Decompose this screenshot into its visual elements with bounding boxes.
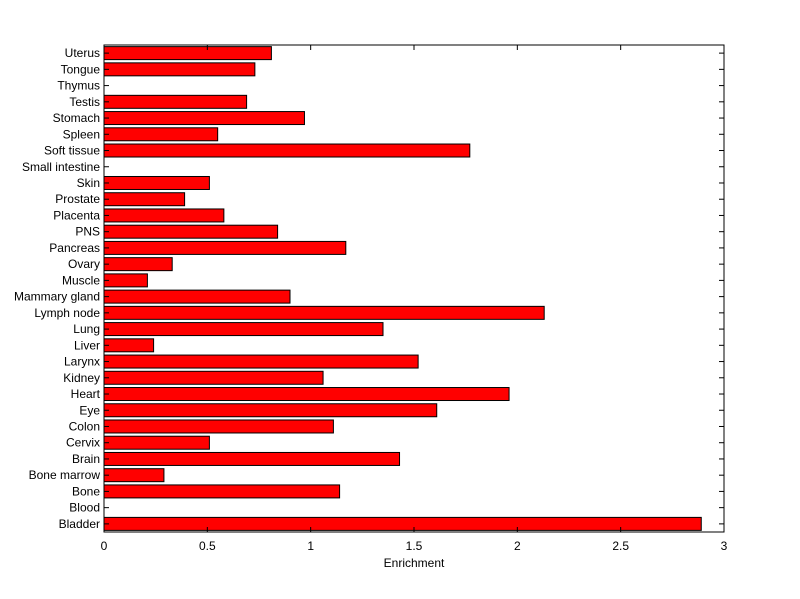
bar-colon <box>103 419 334 434</box>
y-tick-label: Bone marrow <box>29 468 101 482</box>
y-tick-label: Lymph node <box>34 306 100 320</box>
y-tick-labels: Bladder Blood Bone Bone marrow Brain Cervix Co… <box>14 46 101 531</box>
y-tick-label: Spleen <box>63 127 100 141</box>
y-tick-label: Prostate <box>55 192 100 206</box>
x-tick-label: 1 <box>307 539 314 553</box>
y-tick-label: Muscle <box>62 273 100 287</box>
bar-eye <box>103 403 438 418</box>
bar-liver <box>103 338 155 353</box>
bar-lymph-node <box>103 305 545 320</box>
x-tick-label: 0 <box>101 539 108 553</box>
y-tick-label: Thymus <box>57 79 100 93</box>
y-tick-label: PNS <box>75 225 100 239</box>
bar-placenta <box>103 208 225 223</box>
y-tick-label: Liver <box>74 338 100 352</box>
bar-bone-marrow <box>103 468 165 483</box>
bar-uterus <box>103 46 272 61</box>
y-tick-label: Kidney <box>63 371 100 385</box>
bar-heart <box>103 387 510 402</box>
y-tick-label: Placenta <box>53 208 100 222</box>
y-tick-label: Small intestine <box>22 160 100 174</box>
y-tick-label: Mammary gland <box>14 290 100 304</box>
bar-bone <box>103 484 341 499</box>
bar-spleen <box>103 127 219 142</box>
bar-tongue <box>103 62 256 77</box>
y-tick-label: Brain <box>72 452 100 466</box>
y-tick-label: Testis <box>69 95 100 109</box>
y-tick-label: Stomach <box>53 111 100 125</box>
bar-soft-tissue <box>103 143 471 158</box>
y-tick-label: Skin <box>77 176 100 190</box>
x-tick-labels: 0 0.5 1 1.5 2 2.5 3 <box>101 539 728 553</box>
y-tick-label: Heart <box>71 387 101 401</box>
x-axis-title: Enrichment <box>384 556 445 570</box>
bar-kidney <box>103 370 324 385</box>
bar-muscle <box>103 273 148 288</box>
y-tick-label: Blood <box>69 501 100 515</box>
bar-lung <box>103 322 384 337</box>
bar-cervix <box>103 435 210 450</box>
bar-brain <box>103 451 401 466</box>
y-tick-label: Cervix <box>66 436 100 450</box>
plot-background <box>104 45 724 532</box>
x-tick-label: 2.5 <box>612 539 629 553</box>
y-tick-label: Larynx <box>64 355 100 369</box>
y-tick-label: Bone <box>72 484 100 498</box>
x-tick-label: 0.5 <box>199 539 216 553</box>
bar-testis <box>103 94 248 109</box>
y-tick-label: Ovary <box>68 257 100 271</box>
y-tick-label: Pancreas <box>49 241 100 255</box>
y-tick-label: Bladder <box>59 517 100 531</box>
bar-larynx <box>103 354 419 369</box>
bar-bladder <box>103 516 702 531</box>
y-tick-label: Lung <box>73 322 100 336</box>
ticks-layer <box>103 45 725 532</box>
bar-skin <box>103 175 210 190</box>
x-tick-label: 1.5 <box>406 539 423 553</box>
x-tick-label: 2 <box>514 539 521 553</box>
y-tick-label: Colon <box>69 419 100 433</box>
x-tick-label: 3 <box>721 539 728 553</box>
y-tick-label: Tongue <box>61 62 101 76</box>
bar-stomach <box>103 111 305 126</box>
y-tick-label: Eye <box>79 403 100 417</box>
plot-frame <box>103 44 725 533</box>
bar-pns <box>103 224 279 239</box>
bar-pancreas <box>103 240 347 255</box>
bar-mammary-gland <box>103 289 291 304</box>
y-tick-label: Soft tissue <box>44 144 100 158</box>
y-tick-label: Uterus <box>65 46 100 60</box>
bar-prostate <box>103 192 186 207</box>
bar-ovary <box>103 257 173 272</box>
